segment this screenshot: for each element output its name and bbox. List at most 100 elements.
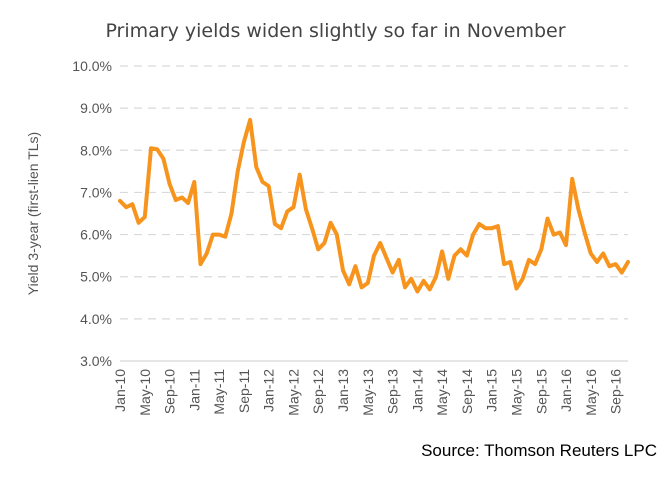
data-point [421, 279, 426, 283]
y-tick-label: 7.0% [80, 184, 112, 200]
data-point [601, 251, 605, 256]
data-point [502, 262, 506, 266]
data-point [397, 258, 401, 262]
data-point [130, 202, 134, 206]
data-point [589, 251, 593, 256]
data-point [564, 243, 568, 247]
data-point [434, 275, 438, 279]
data-point [149, 146, 153, 150]
series-line [118, 117, 630, 294]
x-tick-label: Jan-14 [409, 369, 425, 412]
data-point [217, 232, 221, 237]
data-point [390, 270, 395, 275]
data-point [539, 247, 543, 251]
x-tick-label: Jan-13 [335, 369, 351, 412]
data-point [527, 258, 531, 262]
data-point [236, 169, 240, 173]
data-point [496, 224, 500, 228]
source-note: Source: Thomson Reuters LPC [421, 441, 657, 460]
data-point [459, 247, 463, 251]
data-point [403, 285, 407, 289]
data-point [260, 180, 265, 184]
y-tick-label: 10.0% [72, 58, 112, 74]
y-tick-label: 5.0% [80, 269, 112, 285]
x-tick-label: May-15 [508, 369, 524, 416]
data-point [360, 285, 364, 289]
data-point [378, 241, 382, 245]
y-axis-ticks: 3.0% 4.0% 5.0% 6.0% 7.0% 8.0% 9.0% 10.0% [72, 58, 112, 369]
data-point [576, 207, 581, 211]
data-point [558, 230, 562, 235]
data-point [366, 281, 370, 285]
data-point [136, 221, 141, 225]
x-tick-label: Jan-15 [484, 369, 500, 412]
data-point [570, 177, 574, 181]
data-point [285, 209, 289, 213]
x-tick-label: May-11 [211, 369, 227, 415]
x-tick-label: Sep-14 [459, 369, 475, 414]
x-tick-label: May-12 [285, 369, 301, 416]
data-point [483, 226, 488, 230]
y-tick-label: 8.0% [80, 142, 112, 158]
x-tick-label: Jan-16 [558, 369, 574, 412]
data-point [335, 232, 339, 237]
y-tick-label: 9.0% [80, 100, 112, 116]
x-tick-label: May-16 [583, 369, 599, 416]
data-point [372, 254, 376, 258]
data-point [211, 232, 215, 237]
data-point [595, 260, 599, 264]
data-point [583, 230, 587, 235]
y-tick-label: 3.0% [80, 353, 112, 369]
data-point [490, 226, 494, 230]
data-point [347, 282, 351, 286]
data-point [341, 268, 345, 272]
data-point [471, 232, 475, 237]
x-tick-label: Sep-16 [608, 369, 624, 414]
y-tick-label: 4.0% [80, 311, 112, 327]
data-point [607, 264, 612, 268]
data-point [174, 198, 178, 202]
data-point [192, 180, 196, 184]
data-point [521, 277, 525, 281]
data-point [254, 165, 258, 169]
data-point [329, 221, 333, 225]
data-point [167, 182, 172, 186]
x-tick-label: Jan-11 [186, 369, 202, 411]
data-point [310, 226, 314, 230]
data-point [322, 241, 327, 245]
series-layer [118, 117, 630, 294]
data-point [198, 262, 203, 266]
data-point [143, 215, 147, 219]
data-point [118, 199, 122, 203]
data-point [316, 247, 320, 251]
chart-title: Primary yields widen slightly so far in … [105, 20, 566, 42]
data-point [409, 277, 413, 281]
x-tick-label: May-14 [434, 369, 450, 416]
x-axis-ticks: Jan-10 May-10 Sep-10 Jan-11 May-11 Sep-11 Jan-… [112, 369, 624, 416]
x-tick-label: Sep-11 [236, 369, 252, 413]
data-point [205, 251, 209, 256]
data-point [161, 157, 165, 161]
data-point [298, 173, 302, 177]
data-point [614, 262, 618, 266]
data-point [415, 289, 419, 294]
x-tick-label: Jan-10 [112, 369, 128, 412]
y-tick-label: 6.0% [80, 227, 112, 243]
data-point [465, 254, 469, 258]
data-point [248, 118, 252, 122]
y-axis-label: Yield 3-year (first-lien TLs) [25, 132, 41, 295]
data-point [626, 260, 630, 264]
data-point [273, 222, 277, 226]
data-point [552, 232, 556, 237]
data-point [384, 256, 388, 260]
x-tick-label: Sep-10 [162, 369, 178, 414]
data-point [514, 286, 519, 291]
x-tick-label: May-13 [360, 369, 376, 416]
data-point [620, 270, 624, 275]
data-point [155, 147, 159, 152]
data-point [267, 184, 271, 188]
x-tick-label: Jan-12 [261, 369, 277, 412]
data-point [242, 140, 246, 144]
data-point [440, 249, 444, 254]
